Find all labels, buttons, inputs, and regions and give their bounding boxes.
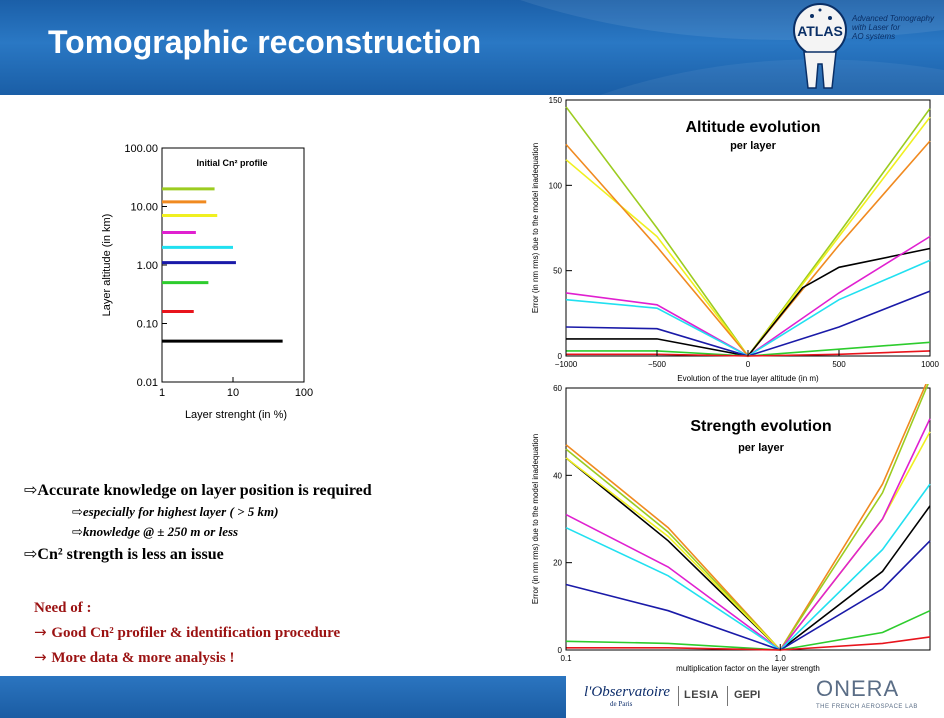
y-tick-label: 0	[558, 352, 563, 361]
series-line	[566, 247, 931, 357]
atlas-logo-text: ATLAS	[797, 23, 843, 39]
bullet-list: ⇨Accurate knowledge on layer position is…	[24, 480, 504, 564]
altitude-evolution-chart: 0 50 100 150 −1000 −500 0 500 1000 Altitude evol…	[531, 96, 939, 383]
bullet-text: knowledge @ ± 250 m or less	[82, 524, 239, 539]
chart-subtitle: per layer	[738, 442, 785, 454]
plot-frame	[161, 147, 305, 383]
x-tick-label: −1000	[555, 360, 578, 369]
chart-subtitle: per layer	[730, 140, 777, 152]
onera-logo: ONERA	[816, 676, 900, 701]
arrow-icon: ⇨	[72, 525, 83, 540]
y-tick-label: 1.00	[137, 260, 158, 272]
plot-frame	[565, 99, 931, 357]
need-heading: Need of :	[34, 600, 92, 616]
y-tick-label: 10.00	[130, 202, 158, 214]
x-tick-label: 1000	[921, 360, 939, 369]
divider	[727, 686, 728, 706]
gepi-logo: GEPI	[734, 689, 761, 701]
y-axis-label: Error (in nm rms) due to the model inade…	[531, 143, 540, 313]
plot-frame	[565, 387, 931, 651]
y-tick-label: 20	[553, 559, 562, 568]
x-tick-label: 1	[159, 387, 165, 399]
divider	[678, 686, 679, 706]
need-item: → More data & more analysis !	[34, 645, 340, 670]
arrow-icon: ⇨	[24, 544, 38, 563]
atlas-subtitle-line: Advanced Tomography	[852, 14, 934, 23]
arrow-icon: ⇨	[24, 480, 38, 499]
bullet-subitem: ⇨especially for highest layer ( > 5 km)	[72, 504, 504, 520]
atlas-subtitle: Advanced Tomography with Laser for AO sy…	[852, 14, 934, 41]
bullet-item: ⇨Cn² strength is less an issue	[24, 544, 504, 564]
x-tick-label: 1.0	[775, 654, 787, 663]
x-tick-label: 0.1	[560, 654, 572, 663]
y-tick-label: 150	[549, 96, 563, 105]
lesia-logo: LESIA	[684, 689, 719, 701]
footer-logos	[566, 676, 944, 718]
y-tick-label: 60	[553, 384, 562, 393]
bullet-text: Accurate knowledge on layer position is …	[37, 482, 372, 499]
x-tick-label: 0	[746, 360, 751, 369]
need-block: Need of : → Good Cn² profiler & identifi…	[34, 596, 340, 670]
need-item-text: More data & more analysis !	[51, 650, 235, 666]
x-axis-label: Layer strenght (in %)	[185, 409, 287, 421]
y-axis-label: Layer altitude (in km)	[101, 214, 113, 317]
y-axis-label: Error (in nm rms) due to the model inade…	[531, 434, 540, 604]
strength-evolution-chart: 0 20 40 60 0.1 1.0 Strength evolution per lay…	[531, 384, 931, 673]
x-tick-label: 500	[832, 360, 846, 369]
x-tick-label: −500	[648, 360, 667, 369]
need-item-text: Good Cn² profiler & identification proce…	[51, 625, 341, 641]
observatoire-sub: de Paris	[610, 700, 633, 708]
atlas-logo: ATLAS	[793, 3, 847, 89]
slide-title: Tomographic reconstruction	[48, 24, 482, 60]
y-tick-label: 50	[553, 267, 562, 276]
need-item: → Good Cn² profiler & identification pro…	[34, 620, 340, 645]
arrow-right-icon: →	[34, 648, 52, 666]
y-tick-label: 0.01	[137, 377, 158, 389]
bullet-text: Cn² strength is less an issue	[37, 546, 224, 563]
y-tick-label: 0.10	[137, 319, 158, 331]
header-bar	[0, 0, 944, 95]
x-axis-label: Evolution of the true layer altitude (in…	[677, 374, 819, 383]
atlas-subtitle-line: AO systems	[852, 32, 896, 41]
y-tick-label: 0	[558, 646, 563, 655]
observatoire-logo: l'Observatoire	[584, 684, 670, 700]
y-tick-label: 100	[549, 181, 563, 190]
cn2-profile-chart: Initial Cn² profile 0.01 0.10 1.00 10.00 100…	[101, 143, 313, 421]
x-axis-label: multiplication factor on the layer stren…	[676, 664, 820, 673]
bullet-text: especially for highest layer ( > 5 km)	[82, 504, 279, 519]
y-tick-label: 100.00	[124, 143, 158, 155]
chart-title: Initial Cn² profile	[197, 158, 268, 168]
x-tick-label: 10	[227, 387, 239, 399]
bullet-item: ⇨Accurate knowledge on layer position is…	[24, 480, 504, 500]
bullet-subitem: ⇨knowledge @ ± 250 m or less	[72, 524, 504, 540]
chart-title: Strength evolution	[690, 418, 831, 435]
y-tick-label: 40	[553, 471, 562, 480]
x-tick-label: 100	[295, 387, 313, 399]
chart-title: Altitude evolution	[685, 119, 820, 136]
arrow-icon: ⇨	[72, 505, 83, 520]
atlas-subtitle-line: with Laser for	[852, 23, 901, 32]
arrow-right-icon: →	[34, 623, 52, 641]
onera-sub: THE FRENCH AEROSPACE LAB	[816, 704, 918, 710]
